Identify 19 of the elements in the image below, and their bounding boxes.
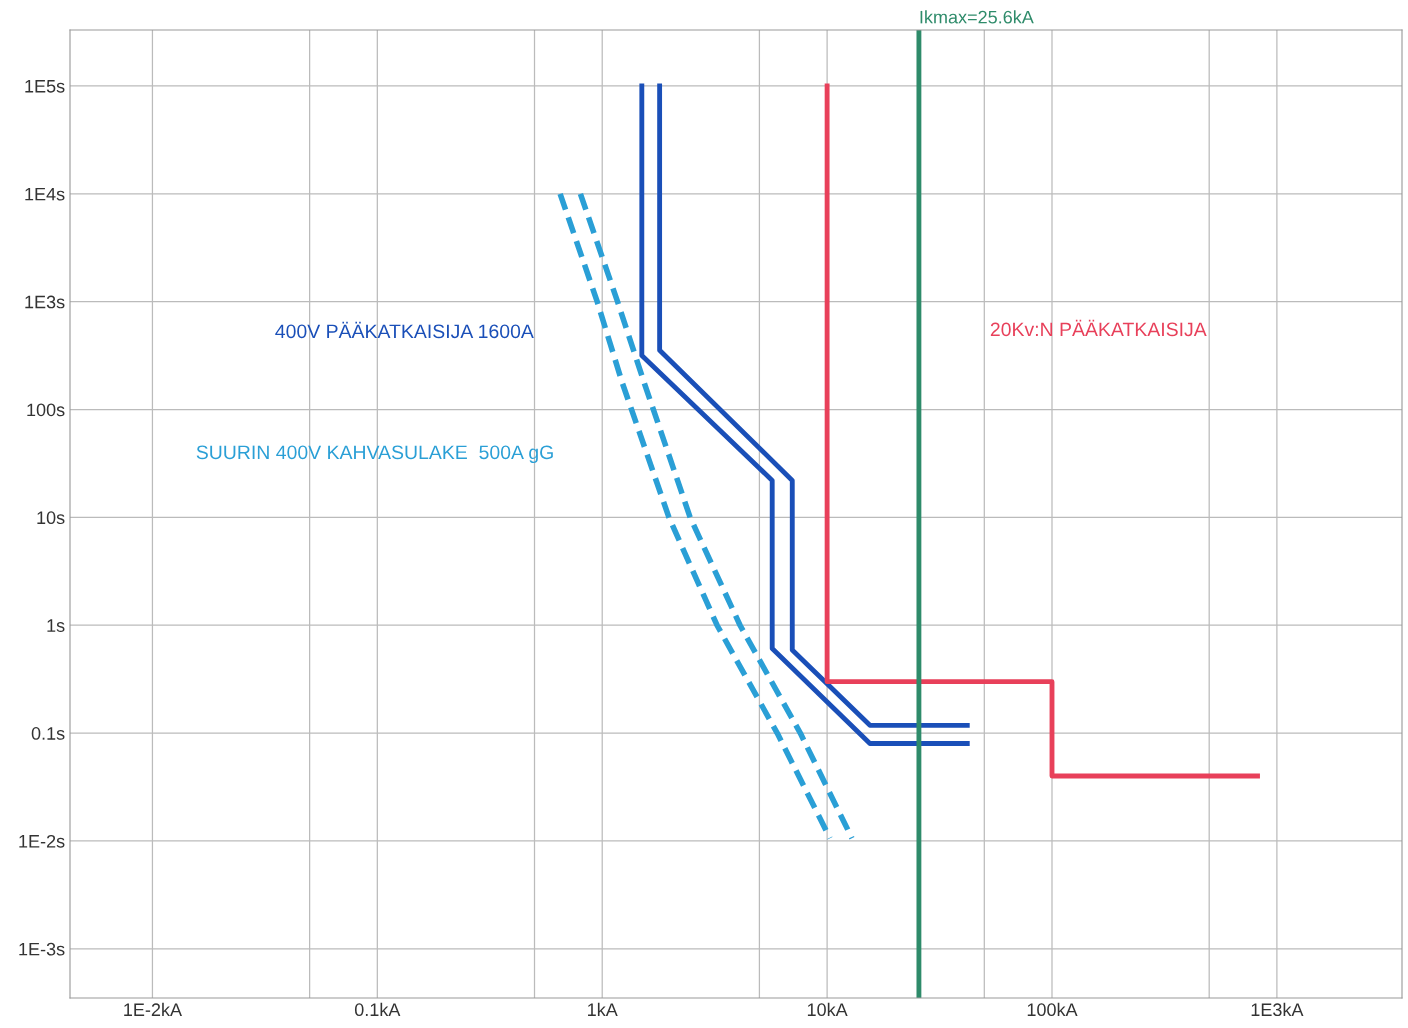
x-tick-label: 1E3kA [1251, 1002, 1304, 1017]
y-tick-label: 100s [27, 403, 65, 417]
text: SUURIN 400V KAHVASULAKE 500A gG [196, 445, 553, 464]
y-tick-label: 1s [47, 619, 65, 632]
y-tick-label: 1E-3s [19, 942, 65, 956]
x-tick-label: 100kA [1027, 1002, 1078, 1017]
y-tick-label: 1E5s [25, 80, 65, 93]
x-tick-label: 0.1kA [354, 1002, 401, 1017]
y-tick-label: 10s [37, 511, 65, 525]
text: 20Kv:N PÄÄKATKAISIJA [990, 319, 1207, 337]
x-tick-label: 1E-2kA [124, 1002, 182, 1016]
x-tick-label: 1kA [588, 1002, 618, 1016]
text: 400V PÄÄKATKAISIJA 1600A [275, 321, 534, 339]
x-tick-label: 10kA [807, 1002, 848, 1017]
y-tick-label: 1E-2s [19, 834, 65, 848]
y-tick-label: 1E3s [25, 295, 65, 309]
y-tick-label: 1E4s [25, 187, 65, 201]
y-tick-label: 0.1s [31, 727, 65, 740]
ref-line-label: Ikmax=25.6kA [920, 10, 1034, 24]
